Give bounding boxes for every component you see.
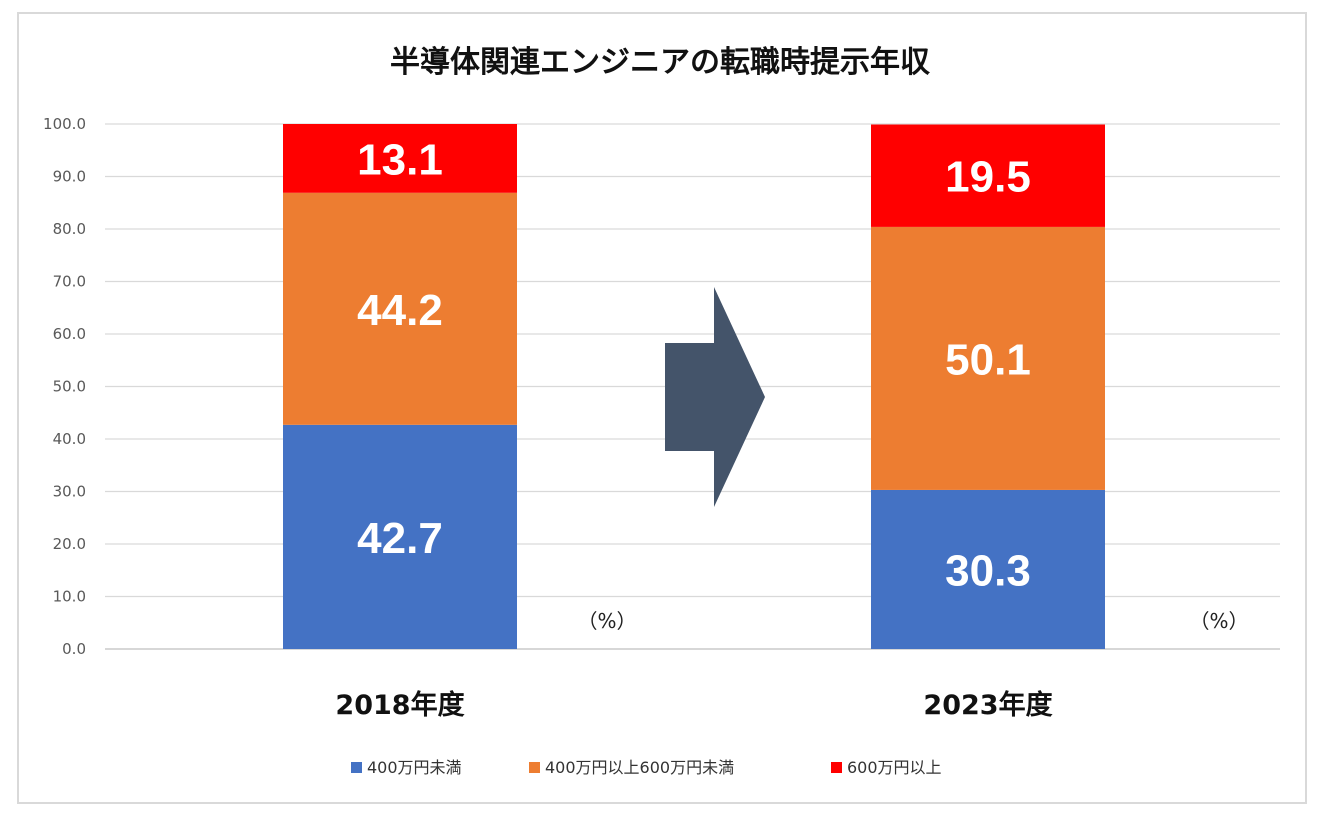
bar-segment bbox=[283, 124, 517, 193]
x-axis-categories: 2018年度 2023年度 bbox=[335, 689, 1052, 721]
y-tick-label: 100.0 bbox=[43, 115, 86, 133]
y-tick-label: 80.0 bbox=[53, 220, 86, 238]
right-arrow-icon bbox=[665, 287, 765, 507]
legend: 400万円未満 400万円以上600万円未満 600万円以上 bbox=[351, 758, 942, 777]
legend-label: 600万円以上 bbox=[847, 758, 942, 777]
chart-title: 半導体関連エンジニアの転職時提示年収 bbox=[390, 45, 931, 80]
legend-label: 400万円未満 bbox=[367, 758, 462, 777]
y-tick-label: 10.0 bbox=[53, 588, 86, 606]
data-label: 13.1 bbox=[357, 135, 443, 184]
unit-label: （%） bbox=[577, 609, 636, 633]
data-label: 44.2 bbox=[357, 286, 443, 335]
y-tick-label: 50.0 bbox=[53, 378, 86, 396]
legend-swatch bbox=[351, 762, 362, 773]
bar-segment bbox=[871, 124, 1105, 227]
y-tick-label: 40.0 bbox=[53, 430, 86, 448]
x-category-label: 2018年度 bbox=[335, 689, 464, 721]
data-label: 19.5 bbox=[945, 153, 1031, 202]
y-tick-label: 30.0 bbox=[53, 483, 86, 501]
data-label: 50.1 bbox=[945, 335, 1031, 384]
x-category-label: 2023年度 bbox=[923, 689, 1052, 721]
unit-labels: （%） （%） bbox=[577, 609, 1248, 633]
bar-segment bbox=[283, 192, 517, 425]
legend-label: 400万円以上600万円未満 bbox=[545, 758, 734, 777]
bar-segment bbox=[871, 489, 1105, 649]
y-tick-label: 90.0 bbox=[53, 168, 86, 186]
legend-swatch bbox=[529, 762, 540, 773]
y-axis-ticks: 0.0 10.0 20.0 30.0 40.0 50.0 60.0 70.0 80.0 90.0 1… bbox=[43, 115, 86, 658]
bar-segment bbox=[871, 226, 1105, 490]
bar-segment bbox=[283, 424, 517, 649]
y-tick-label: 60.0 bbox=[53, 325, 86, 343]
y-tick-label: 70.0 bbox=[53, 273, 86, 291]
bars bbox=[283, 124, 1105, 649]
y-tick-label: 20.0 bbox=[53, 535, 86, 553]
legend-swatch bbox=[831, 762, 842, 773]
data-label: 42.7 bbox=[357, 514, 443, 563]
data-label: 30.3 bbox=[945, 546, 1031, 595]
unit-label: （%） bbox=[1189, 609, 1248, 633]
data-labels: 42.7 44.2 13.1 30.3 50.1 19.5 bbox=[357, 135, 1031, 595]
y-tick-label: 0.0 bbox=[62, 640, 86, 658]
